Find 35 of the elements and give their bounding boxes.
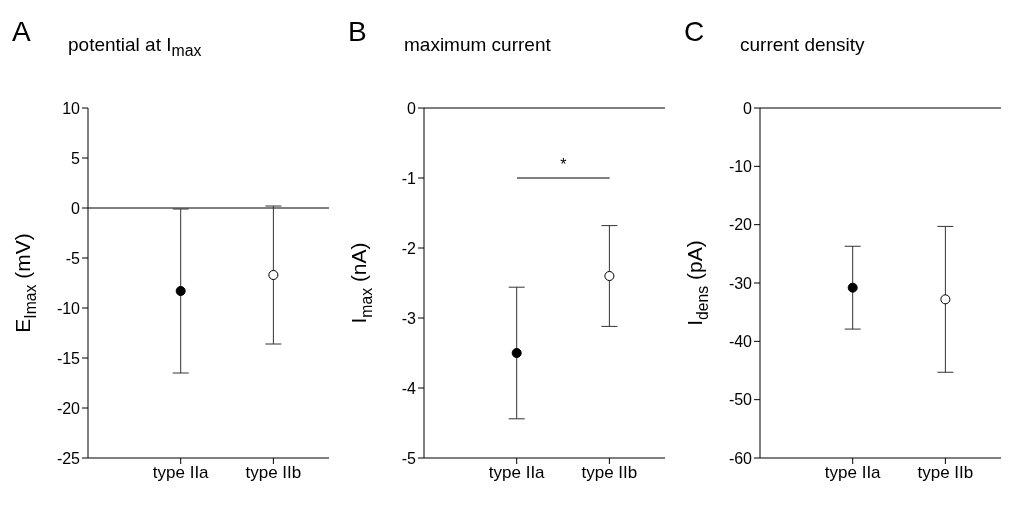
x-tick-label: type IIb [917, 463, 974, 483]
y-tick-label: -10 [56, 299, 81, 317]
y-tick-label: 0 [743, 99, 753, 117]
y-tick-label: 0 [407, 99, 417, 117]
chart-title: maximum current [404, 34, 551, 56]
x-tick-label: type IIa [152, 463, 210, 483]
y-tick-label: -20 [728, 216, 753, 234]
y-tick-label: -15 [56, 349, 81, 367]
y-tick-label: -50 [728, 391, 753, 409]
y-tick-label: 5 [71, 149, 81, 167]
y-tick-label: -40 [728, 333, 753, 351]
y-tick-label: -2 [401, 239, 417, 257]
y-tick-label: -60 [728, 449, 753, 467]
chart-title: potential at I$_{max}$ [68, 34, 202, 60]
x-tick-label: type IIa [488, 463, 546, 483]
y-tick-label: -4 [401, 379, 417, 397]
y-tick-label: -5 [401, 449, 417, 467]
x-tick-label: type IIb [245, 463, 302, 483]
y-tick-label: -5 [65, 249, 81, 267]
text: C [684, 16, 705, 48]
x-tick-label: type IIb [581, 463, 638, 483]
text: A [12, 16, 31, 48]
y-tick-label: -20 [56, 399, 81, 417]
y-tick-label: -10 [728, 158, 753, 176]
chart-title: current density [740, 34, 865, 56]
y-tick-label: -1 [401, 169, 417, 187]
y-tick-label: 10 [62, 99, 81, 117]
y-tick-label: -30 [728, 274, 753, 292]
text: B [348, 16, 367, 48]
y-tick-label: -25 [56, 449, 81, 467]
annotation: * [559, 156, 567, 173]
x-tick-label: type IIa [824, 463, 882, 483]
significance-bracket: * [514, 152, 612, 182]
y-tick-label: 0 [71, 199, 81, 217]
y-tick-label: -3 [401, 309, 417, 327]
